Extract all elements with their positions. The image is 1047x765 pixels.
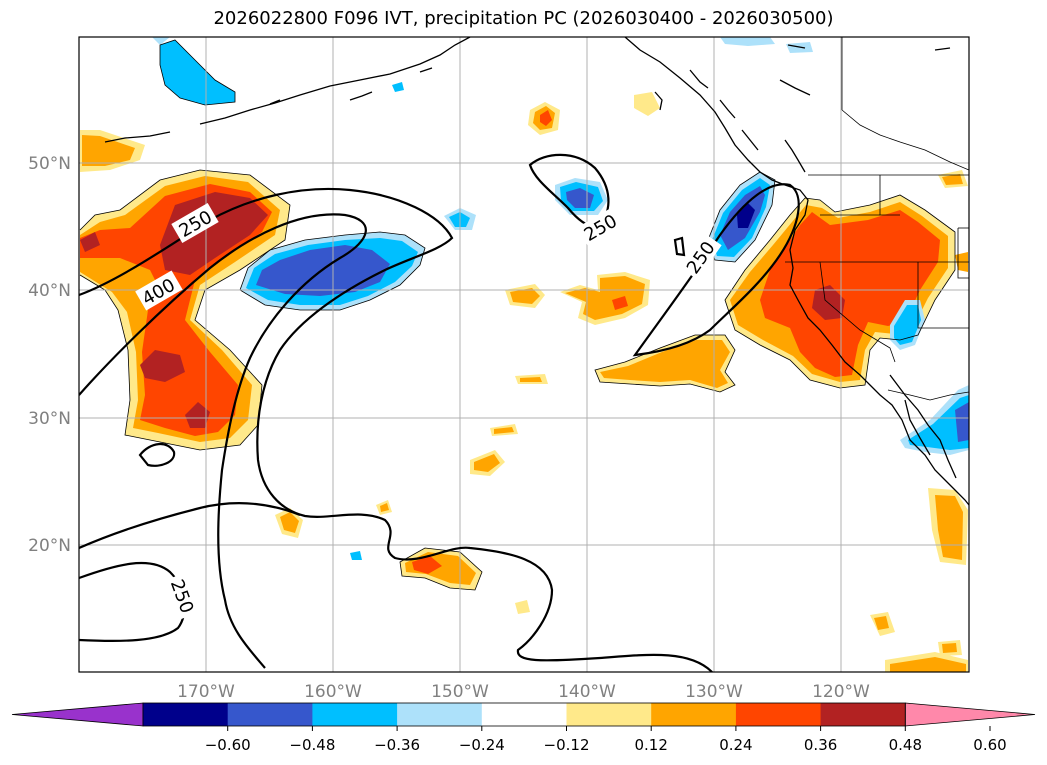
shading-outlines xyxy=(79,39,956,591)
colorbar-segment xyxy=(397,703,483,726)
colorbar: −0.60 −0.48 −0.36 −0.24 −0.12 0.12 0.24 0.36 0.4… xyxy=(11,702,1036,754)
ivt-contours xyxy=(79,153,800,672)
coastlines xyxy=(104,37,969,506)
precip-positive-scattered xyxy=(275,92,968,672)
colorbar-segment xyxy=(820,703,906,726)
colorbar-tick-label: 0.60 xyxy=(973,736,1006,754)
lon-tick-label: 160°W xyxy=(304,682,362,702)
precip-positive-west xyxy=(80,130,290,450)
lon-axis: 170°W 160°W 150°W 140°W 130°W 120°W xyxy=(177,682,870,702)
colorbar-tick-label: −0.24 xyxy=(459,736,505,754)
map-frame xyxy=(78,36,970,673)
colorbar-segment xyxy=(735,703,822,726)
colorbar-segment xyxy=(227,703,313,726)
colorbar-extend-high xyxy=(904,702,1036,727)
map-title: 2026022800 F096 IVT, precipitation PC (2… xyxy=(213,8,834,29)
political-borders xyxy=(785,37,969,401)
colorbar-tick-label: −0.60 xyxy=(205,736,251,754)
colorbar-tick-label: 0.12 xyxy=(634,736,667,754)
colorbar-segment xyxy=(651,703,737,726)
colorbar-segment xyxy=(143,703,229,726)
lat-tick-label: 20°N xyxy=(28,536,71,556)
colorbar-tick-label: 0.36 xyxy=(804,736,837,754)
lon-tick-label: 170°W xyxy=(177,682,235,702)
lat-tick-label: 40°N xyxy=(28,281,71,301)
colorbar-segment xyxy=(481,703,567,726)
colorbar-tick-label: 0.48 xyxy=(889,736,922,754)
colorbar-frame xyxy=(142,702,906,727)
graticule xyxy=(79,37,969,672)
colorbar-segment xyxy=(566,703,652,726)
lat-axis: 50°N 40°N 30°N 20°N xyxy=(28,154,71,556)
lat-tick-label: 50°N xyxy=(28,154,71,174)
colorbar-tick-label: −0.48 xyxy=(289,736,335,754)
lon-tick-label: 140°W xyxy=(558,682,616,702)
lon-tick-label: 120°W xyxy=(812,682,870,702)
colorbar-tick-label: −0.36 xyxy=(374,736,420,754)
colorbar-extend-low xyxy=(11,702,144,727)
colorbar-tick-label: −0.12 xyxy=(544,736,590,754)
lon-tick-label: 150°W xyxy=(431,682,489,702)
lat-tick-label: 30°N xyxy=(28,409,71,429)
colorbar-segment xyxy=(312,703,398,726)
lon-tick-label: 130°W xyxy=(685,682,743,702)
colorbar-tick-label: 0.24 xyxy=(719,736,752,754)
